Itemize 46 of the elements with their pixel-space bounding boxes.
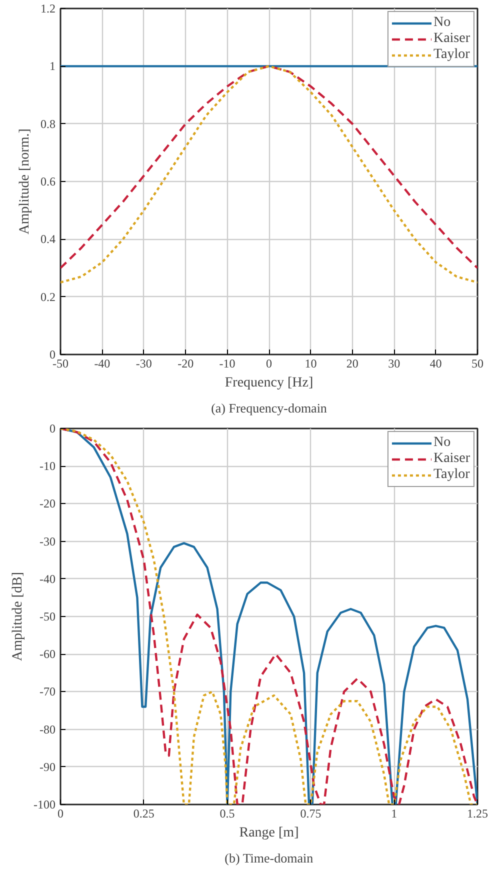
x-tick-label: 0 — [266, 356, 272, 370]
x-tick-label: 40 — [430, 356, 442, 370]
x-tick-label: -40 — [94, 356, 110, 370]
x-tick-label: 10 — [304, 356, 317, 370]
legend-label: No — [433, 435, 452, 451]
y-tick-label: -50 — [40, 610, 56, 624]
x-tick-label: 30 — [388, 356, 400, 370]
x-tick-label: 0.75 — [300, 806, 322, 820]
x-tick-label: 1.25 — [467, 806, 488, 820]
y-axis-title: Amplitude [dB] — [10, 572, 26, 662]
y-tick-label: -40 — [40, 572, 56, 586]
legend-label: Kaiser — [433, 31, 470, 47]
legend-label: Kaiser — [433, 451, 470, 467]
y-tick-label: 0.4 — [40, 232, 56, 246]
x-tick-label: -20 — [178, 356, 194, 370]
x-tick-label: -30 — [136, 356, 152, 370]
legend-label: No — [433, 15, 452, 31]
x-tick-label: 1 — [391, 806, 398, 820]
x-tick-label: 0.25 — [133, 806, 154, 820]
x-tick-label: 0.5 — [220, 806, 235, 820]
legend-label: Taylor — [433, 47, 470, 63]
y-tick-label: -90 — [40, 760, 56, 774]
y-axis-title: Amplitude [norm.] — [18, 128, 32, 234]
y-tick-label: -80 — [40, 722, 56, 736]
text: (b) Time-domain — [224, 850, 314, 866]
x-tick-label: 20 — [346, 356, 358, 370]
x-axis-title: Frequency [Hz] — [224, 376, 314, 390]
y-tick-label: 0 — [50, 348, 56, 362]
y-tick-label: -30 — [40, 534, 56, 548]
y-tick-label: -20 — [40, 496, 56, 511]
y-tick-label: 0.8 — [40, 116, 56, 131]
x-tick-label: -10 — [219, 356, 236, 370]
x-tick-label: 50 — [472, 356, 484, 370]
legend-label: Taylor — [433, 467, 470, 483]
y-tick-label: 1.2 — [40, 2, 56, 16]
y-tick-label: 0 — [50, 422, 56, 436]
y-tick-label: 0.2 — [40, 290, 56, 304]
line-series — [60, 428, 478, 804]
y-tick-label: 0.6 — [40, 174, 56, 188]
y-tick-label: -100 — [34, 798, 56, 812]
y-tick-label: -70 — [40, 684, 56, 699]
text: (a) Frequency-domain — [211, 400, 328, 416]
x-axis-title: Range [m] — [239, 826, 299, 840]
y-tick-label: -10 — [40, 459, 56, 474]
y-tick-label: -60 — [40, 647, 56, 662]
y-tick-label: 1 — [50, 59, 56, 74]
